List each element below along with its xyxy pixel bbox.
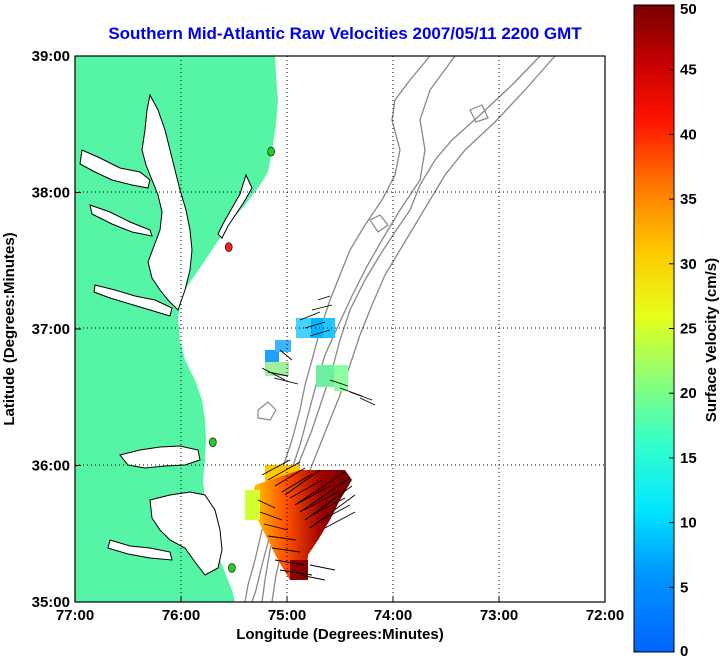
y-tick-label: 35:00: [32, 594, 70, 611]
velocity-patch-mid-1: [265, 350, 279, 362]
colorbar-tick-label: 15: [680, 450, 697, 467]
delmarva-lagoons: [217, 173, 253, 239]
y-tick-label: 38:00: [32, 185, 70, 202]
potomac-river: [79, 149, 151, 189]
station-marker: [209, 437, 217, 448]
colorbar-tick-label: 50: [680, 1, 697, 18]
albemarle-sound: [119, 445, 201, 469]
x-tick-label: 75:00: [268, 607, 306, 624]
colorbar-tick-label: 5: [680, 579, 688, 596]
y-tick-label: 39:00: [32, 48, 70, 65]
colorbar-ticks: 0 5 10 15 20 25 30 35 40 45 50: [669, 1, 697, 659]
grid-lines: [75, 56, 605, 602]
contour-blob-1: [257, 401, 277, 421]
y-axis-ticks: 39:00 38:00 37:00 36:00 35:00: [32, 48, 81, 611]
velocity-vectors: [257, 295, 376, 581]
x-tick-label: 72:00: [586, 607, 624, 624]
x-tick-label: 76:00: [162, 607, 200, 624]
colorbar-tick-label: 25: [680, 321, 697, 338]
contour-blob-2: [369, 214, 389, 233]
colorbar-tick-label: 45: [680, 62, 697, 79]
colorbar-tick-label: 40: [680, 126, 697, 143]
contour-blob-3: [469, 104, 489, 123]
station-marker: [267, 146, 275, 157]
y-tick-label: 36:00: [32, 458, 70, 475]
velocity-patch-east-1: [316, 365, 334, 387]
y-tick-label: 37:00: [32, 321, 70, 338]
x-tick-label: 74:00: [374, 607, 412, 624]
y-axis-label: Latitude (Degrees:Minutes): [1, 232, 18, 425]
x-tick-label: 77:00: [56, 607, 94, 624]
rappahannock-river: [89, 204, 153, 237]
velocity-patch-north: [323, 318, 335, 338]
pamlico-sound: [149, 491, 223, 576]
map-title: Southern Mid-Atlantic Raw Velocities 200…: [108, 24, 582, 43]
station-markers: [209, 146, 275, 573]
colorbar-tick-label: 30: [680, 256, 697, 273]
velocity-patch-mid-2: [275, 340, 291, 352]
x-axis-ticks: 77:00 76:00 75:00 74:00 73:00 72:00: [56, 596, 624, 624]
james-river: [93, 284, 173, 317]
x-axis-label: Longitude (Degrees:Minutes): [236, 626, 444, 643]
neuse-river: [107, 539, 173, 561]
colorbar-label: Surface Velocity (cm/s): [703, 258, 720, 422]
colorbar-tick-label: 10: [680, 515, 697, 532]
velocity-patch-south: [250, 470, 352, 580]
chesapeake-bay: [141, 93, 193, 311]
velocity-patch-south-left: [245, 490, 260, 520]
station-marker: [228, 563, 236, 573]
colorbar-tick-label: 0: [680, 643, 688, 659]
colorbar-tick-label: 35: [680, 191, 697, 208]
station-marker: [224, 242, 233, 252]
x-tick-label: 73:00: [480, 607, 518, 624]
velocity-patch-east-2: [334, 365, 348, 391]
colorbar: [633, 4, 675, 653]
colorbar-tick-label: 20: [680, 385, 697, 402]
